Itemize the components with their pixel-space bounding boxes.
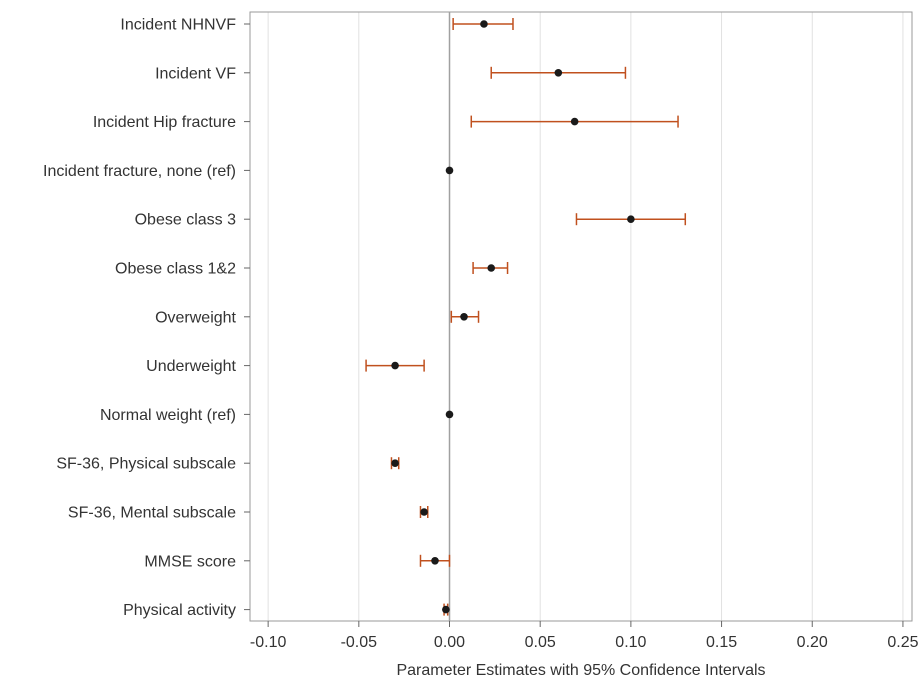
x-tick-label-2: 0.00 [434,634,465,651]
point-estimate-8 [445,410,454,419]
point-estimate-5 [487,264,496,272]
row-label-0: Incident NHNVF [120,17,236,34]
x-tick-label-0: -0.10 [250,634,287,651]
point-estimate-2 [570,117,579,126]
x-tick-label-1: -0.05 [341,634,378,651]
row-label-11: MMSE score [144,553,236,570]
x-tick-label-3: 0.05 [525,634,556,651]
x-tick-label-5: 0.15 [706,634,737,651]
point-estimate-12 [442,605,450,614]
x-tick-label-7: 0.25 [887,634,918,651]
category-labels: Incident NHNVF Incident VF Incident Hip fr… [43,17,237,620]
row-label-7: Underweight [146,358,236,375]
estimates [365,18,687,616]
row-label-12: Physical activity [123,602,236,619]
point-estimate-9 [391,459,399,468]
point-estimate-4 [627,215,635,223]
row-label-9: SF-36, Physical subscale [56,456,236,473]
row-label-5: Obese class 1&2 [115,261,236,278]
x-tick-label-6: 0.20 [797,634,828,651]
gridlines [267,12,904,621]
point-estimate-1 [554,69,563,77]
point-estimate-10 [420,508,428,516]
point-estimate-7 [391,361,399,370]
row-label-2: Incident Hip fracture [93,114,236,131]
row-label-4: Obese class 3 [135,212,236,229]
row-label-6: Overweight [155,309,236,326]
row-label-8: Normal weight (ref) [100,407,236,424]
row-label-1: Incident VF [155,65,236,82]
point-estimate-6 [460,313,468,321]
x-tick-label-4: 0.10 [615,634,646,651]
point-estimate-11 [431,557,439,565]
axes: -0.10 -0.05 0.00 0.05 0.10 0.15 0.20 0.25 [244,11,919,651]
point-estimate-3 [445,166,454,175]
x-axis-title: Parameter Estimates with 95% Confidence … [396,662,765,679]
row-label-10: SF-36, Mental subscale [68,505,236,522]
row-label-3: Incident fracture, none (ref) [43,163,236,180]
point-estimate-0 [480,20,488,28]
